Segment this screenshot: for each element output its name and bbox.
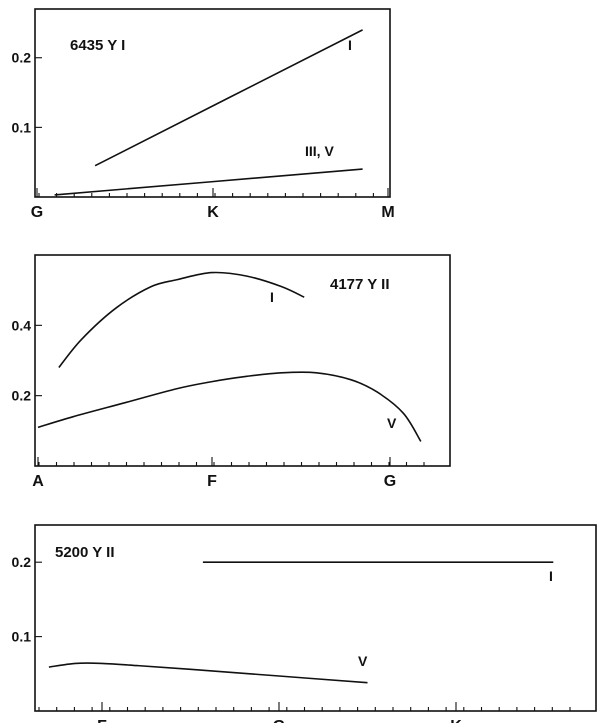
- y-tick-label: 0.1: [12, 119, 32, 135]
- plot-frame: [34, 254, 451, 467]
- series-label: I: [549, 568, 553, 584]
- y-tick-label: 0.4: [12, 317, 32, 333]
- chart-title: 5200 Y II: [55, 544, 115, 561]
- series-label: V: [358, 653, 368, 669]
- x-tick-label: G: [273, 718, 285, 723]
- series-line: [58, 271, 305, 368]
- x-tick-label: M: [381, 204, 394, 221]
- chart-title: 4177 Y II: [330, 276, 390, 293]
- x-tick-label: G: [384, 473, 396, 490]
- x-tick-label: F: [207, 473, 217, 490]
- series-line: [48, 662, 368, 684]
- series-line: [94, 29, 363, 167]
- y-tick-label: 0.1: [12, 629, 32, 645]
- y-tick-label: 0.2: [12, 554, 32, 570]
- x-tick-label: G: [31, 204, 43, 221]
- x-tick-label: A: [32, 473, 44, 490]
- series-line: [54, 168, 363, 196]
- chart-panel-1: G K M 0.1 0.2 6435 Y I I III, V: [12, 8, 395, 221]
- chart-panel-3: F G K 0.1 0.2 5200 Y II I V: [12, 524, 597, 723]
- x-tick-label: F: [97, 718, 107, 723]
- x-tick-label: K: [207, 204, 219, 221]
- chart-title: 6435 Y I: [70, 37, 125, 54]
- series-label: V: [387, 415, 397, 431]
- y-tick-label: 0.2: [12, 388, 32, 404]
- plot-frame: [34, 524, 597, 712]
- series-line: [37, 371, 422, 442]
- chart-panel-2: A F G 0.2 0.4 4177 Y II I V: [12, 254, 451, 490]
- x-tick-label: K: [450, 718, 462, 723]
- y-tick-label: 0.2: [12, 50, 32, 66]
- series-label: I: [270, 289, 274, 305]
- series-label: III, V: [305, 143, 334, 159]
- series-label: I: [348, 37, 352, 53]
